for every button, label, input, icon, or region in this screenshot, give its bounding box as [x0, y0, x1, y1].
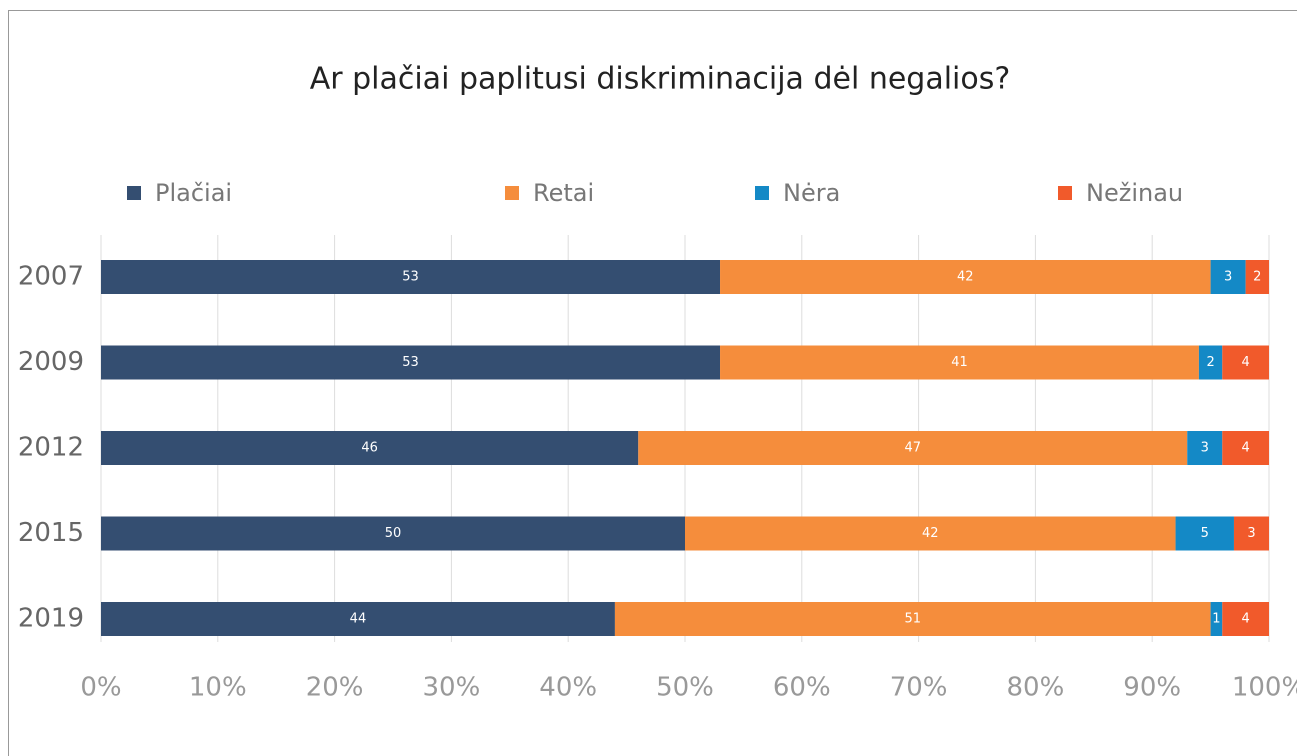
bar-segment	[101, 431, 639, 465]
data-label: 53	[402, 270, 419, 285]
data-label: 4	[1241, 612, 1249, 627]
bar-segment	[1222, 345, 1269, 380]
legend-label: Nėra	[783, 179, 840, 207]
chart-title: Ar plačiai paplitusi diskriminacija dėl …	[310, 62, 1011, 97]
x-tick-label: 0%	[80, 673, 121, 703]
x-tick-label: 10%	[189, 673, 247, 703]
data-label: 47	[904, 441, 921, 456]
legend-swatch	[1058, 186, 1072, 200]
data-label: 3	[1224, 270, 1232, 285]
data-label: 2	[1253, 270, 1261, 285]
data-label: 42	[957, 270, 974, 285]
legend-swatch	[127, 186, 141, 200]
x-tick-label: 90%	[1123, 673, 1181, 703]
x-tick-label: 50%	[656, 673, 714, 703]
data-label: 5	[1201, 526, 1209, 541]
legend-swatch	[505, 186, 519, 200]
bar-segment	[614, 602, 1211, 636]
data-label: 50	[385, 526, 402, 541]
data-label: 53	[402, 355, 419, 370]
bar-segment	[101, 602, 615, 636]
x-tick-label: 60%	[773, 673, 831, 703]
data-label: 4	[1241, 355, 1249, 370]
bar-segment	[1175, 516, 1234, 551]
data-label: 3	[1201, 441, 1209, 456]
legend-label: Retai	[533, 179, 594, 207]
bar-segment	[638, 431, 1188, 465]
x-tick-label: 30%	[423, 673, 481, 703]
bar-segment	[101, 260, 721, 294]
x-tick-label: 100%	[1232, 673, 1297, 703]
data-label: 4	[1241, 441, 1249, 456]
bar-segment	[1210, 602, 1223, 636]
y-tick-label: 2007	[18, 262, 84, 292]
data-label: 41	[951, 355, 968, 370]
bar-segment	[1187, 431, 1223, 465]
bar-segment	[1222, 431, 1269, 465]
bar-segment	[720, 260, 1211, 294]
bar-segment	[101, 516, 685, 551]
bar-segment	[1210, 260, 1246, 294]
x-tick-label: 80%	[1007, 673, 1065, 703]
data-label: 51	[904, 612, 921, 627]
bar-segment	[720, 345, 1199, 380]
x-tick-label: 20%	[306, 673, 364, 703]
frame	[8, 10, 1297, 756]
legend-label: Plačiai	[155, 179, 232, 207]
bar-segment	[685, 516, 1176, 551]
bar-segment	[1233, 516, 1269, 551]
bar-segment	[101, 345, 721, 380]
bar-segment	[1198, 345, 1223, 380]
data-label: 3	[1247, 526, 1255, 541]
y-tick-label: 2012	[18, 433, 84, 463]
y-tick-label: 2019	[18, 604, 84, 634]
data-label: 42	[922, 526, 939, 541]
data-label: 1	[1212, 612, 1220, 627]
data-label: 46	[361, 441, 378, 456]
legend-swatch	[755, 186, 769, 200]
y-tick-label: 2015	[18, 518, 84, 548]
x-tick-label: 40%	[539, 673, 597, 703]
bar-segment	[1222, 602, 1269, 636]
data-label: 44	[350, 612, 367, 627]
data-label: 2	[1206, 355, 1214, 370]
y-tick-label: 2009	[18, 347, 84, 377]
legend-label: Nežinau	[1086, 179, 1183, 207]
x-tick-label: 70%	[890, 673, 948, 703]
bar-segment	[1245, 260, 1269, 294]
